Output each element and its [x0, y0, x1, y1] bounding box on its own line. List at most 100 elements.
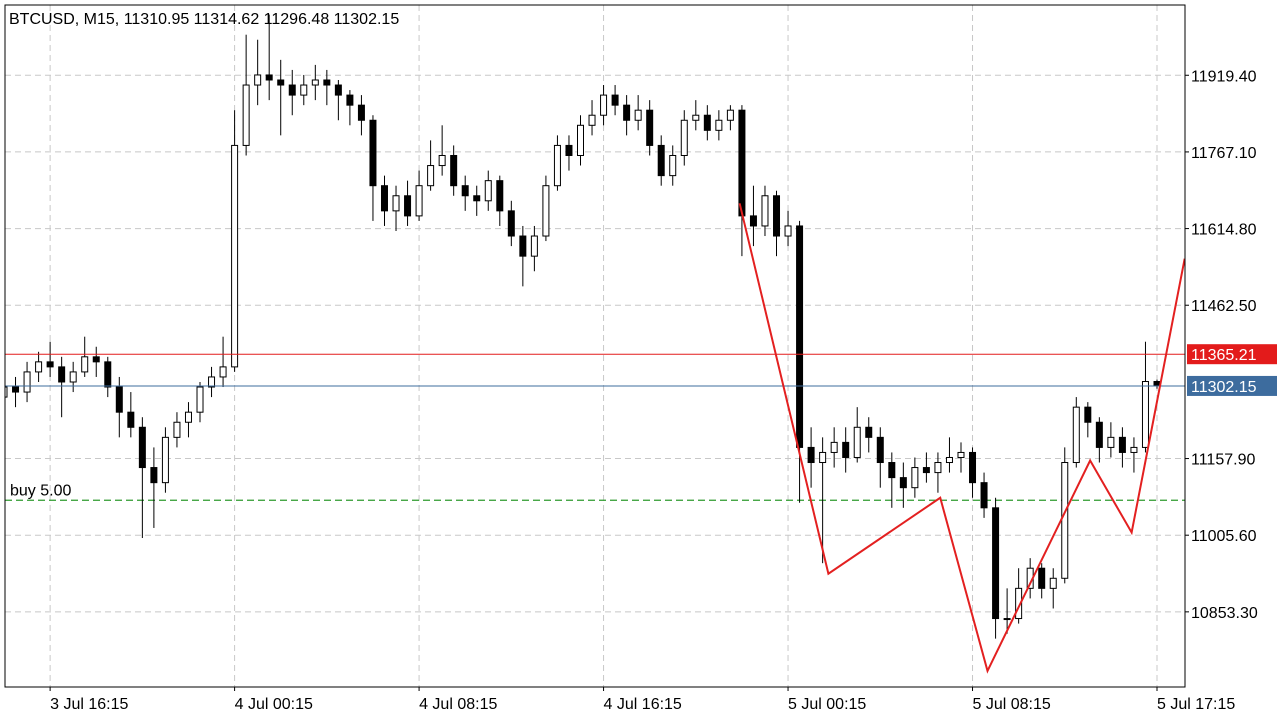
x-tick-label: 5 Jul 08:15: [973, 696, 1051, 713]
candle-body: [992, 507, 1000, 620]
candle-body: [911, 467, 919, 489]
x-tick-label: 4 Jul 00:15: [235, 696, 313, 713]
candle-body: [5, 386, 8, 398]
candle-body: [484, 180, 492, 202]
grid: [5, 5, 1185, 687]
y-tick-label: 11767.10: [1191, 145, 1257, 162]
candle-body: [830, 441, 838, 453]
candle-body: [69, 371, 77, 383]
candle-body: [853, 426, 861, 458]
candle-body: [1015, 587, 1023, 620]
candle-body: [1118, 436, 1126, 453]
candle-body: [773, 195, 781, 237]
candle-body: [219, 366, 227, 378]
candle-body: [761, 195, 769, 227]
candle-body: [980, 482, 988, 509]
y-tick-label: 11005.60: [1191, 528, 1257, 545]
x-tick-label: 5 Jul 17:15: [1157, 696, 1235, 713]
y-tick-label: 11919.40: [1191, 68, 1257, 85]
trendline: [738, 203, 1185, 674]
y-tick-label: 11614.80: [1191, 222, 1257, 239]
candle-body: [1084, 406, 1092, 423]
candle-body: [323, 79, 331, 86]
candle-body: [1141, 381, 1149, 448]
candle-body: [1130, 446, 1138, 453]
candle-body: [1153, 381, 1161, 387]
candle-body: [46, 361, 54, 368]
candle-body: [957, 451, 965, 458]
candle-body: [92, 356, 100, 363]
candle-body: [254, 74, 262, 86]
candle-body: [208, 376, 216, 388]
plot-area: [5, 14, 1185, 674]
candle-body: [796, 225, 804, 448]
candle-body: [611, 94, 619, 106]
candle-body: [899, 477, 907, 489]
candle-body: [300, 84, 308, 96]
candle-body: [242, 84, 250, 146]
candle-body: [646, 109, 654, 146]
candle-body: [461, 185, 469, 197]
candle-body: [427, 165, 435, 187]
price-tag-label: 11302.15: [1191, 379, 1257, 396]
candle-body: [161, 436, 169, 484]
candle-body: [565, 144, 573, 156]
y-tick-label: 11462.50: [1191, 298, 1257, 315]
candle-body: [865, 426, 873, 438]
candle-body: [115, 386, 123, 413]
candle-body: [438, 154, 446, 167]
candle-body: [346, 94, 354, 106]
candle-body: [692, 114, 700, 121]
candle-body: [369, 119, 377, 187]
candle-body: [600, 94, 608, 116]
candle-body: [819, 451, 827, 464]
candle-body: [81, 356, 89, 373]
candle-body: [784, 225, 792, 237]
candle-body: [738, 109, 746, 217]
candle-body: [357, 104, 365, 121]
candle-body: [807, 446, 815, 464]
candle-body: [657, 144, 665, 177]
candle-body: [104, 361, 112, 388]
candle-body: [1003, 618, 1011, 621]
candle-body: [496, 180, 504, 212]
price-tag-label: 11365.21: [1191, 347, 1257, 364]
axes: 10853.30 11005.60 11157.90 11462.50 11614.80…: [49, 68, 1277, 713]
candle-body: [530, 235, 538, 257]
candle-body: [507, 210, 515, 237]
candle-body: [277, 79, 285, 86]
candle-body: [922, 467, 930, 474]
candle-body: [553, 144, 561, 187]
candle-body: [392, 195, 400, 212]
candle-body: [588, 114, 596, 126]
candle-body: [288, 84, 296, 96]
candle-body: [473, 195, 481, 202]
candle-body: [450, 154, 458, 187]
candle-body: [196, 386, 204, 413]
candle-body: [1061, 462, 1069, 579]
candle-body: [542, 185, 550, 237]
candle-body: [12, 386, 20, 393]
candle-body: [1095, 421, 1103, 448]
candle-body: [311, 79, 319, 86]
candle-body: [1107, 436, 1115, 448]
candle-body: [150, 467, 158, 484]
candle-body: [876, 436, 884, 464]
candle-body: [1038, 567, 1046, 589]
candle-body: [138, 426, 146, 469]
candle-body: [334, 84, 342, 96]
plot-border: [4, 4, 1186, 688]
candle-body: [715, 119, 723, 131]
y-tick-label: 10853.30: [1191, 605, 1258, 622]
candle-body: [634, 109, 642, 121]
candle-body: [749, 215, 757, 227]
candle-body: [173, 421, 181, 438]
candle-body: [680, 119, 688, 156]
candle-body: [380, 185, 388, 212]
candle-body: [23, 371, 31, 393]
candle-body: [577, 124, 584, 156]
candle-body: [404, 195, 412, 217]
y-tick-label: 11157.90: [1191, 452, 1255, 469]
